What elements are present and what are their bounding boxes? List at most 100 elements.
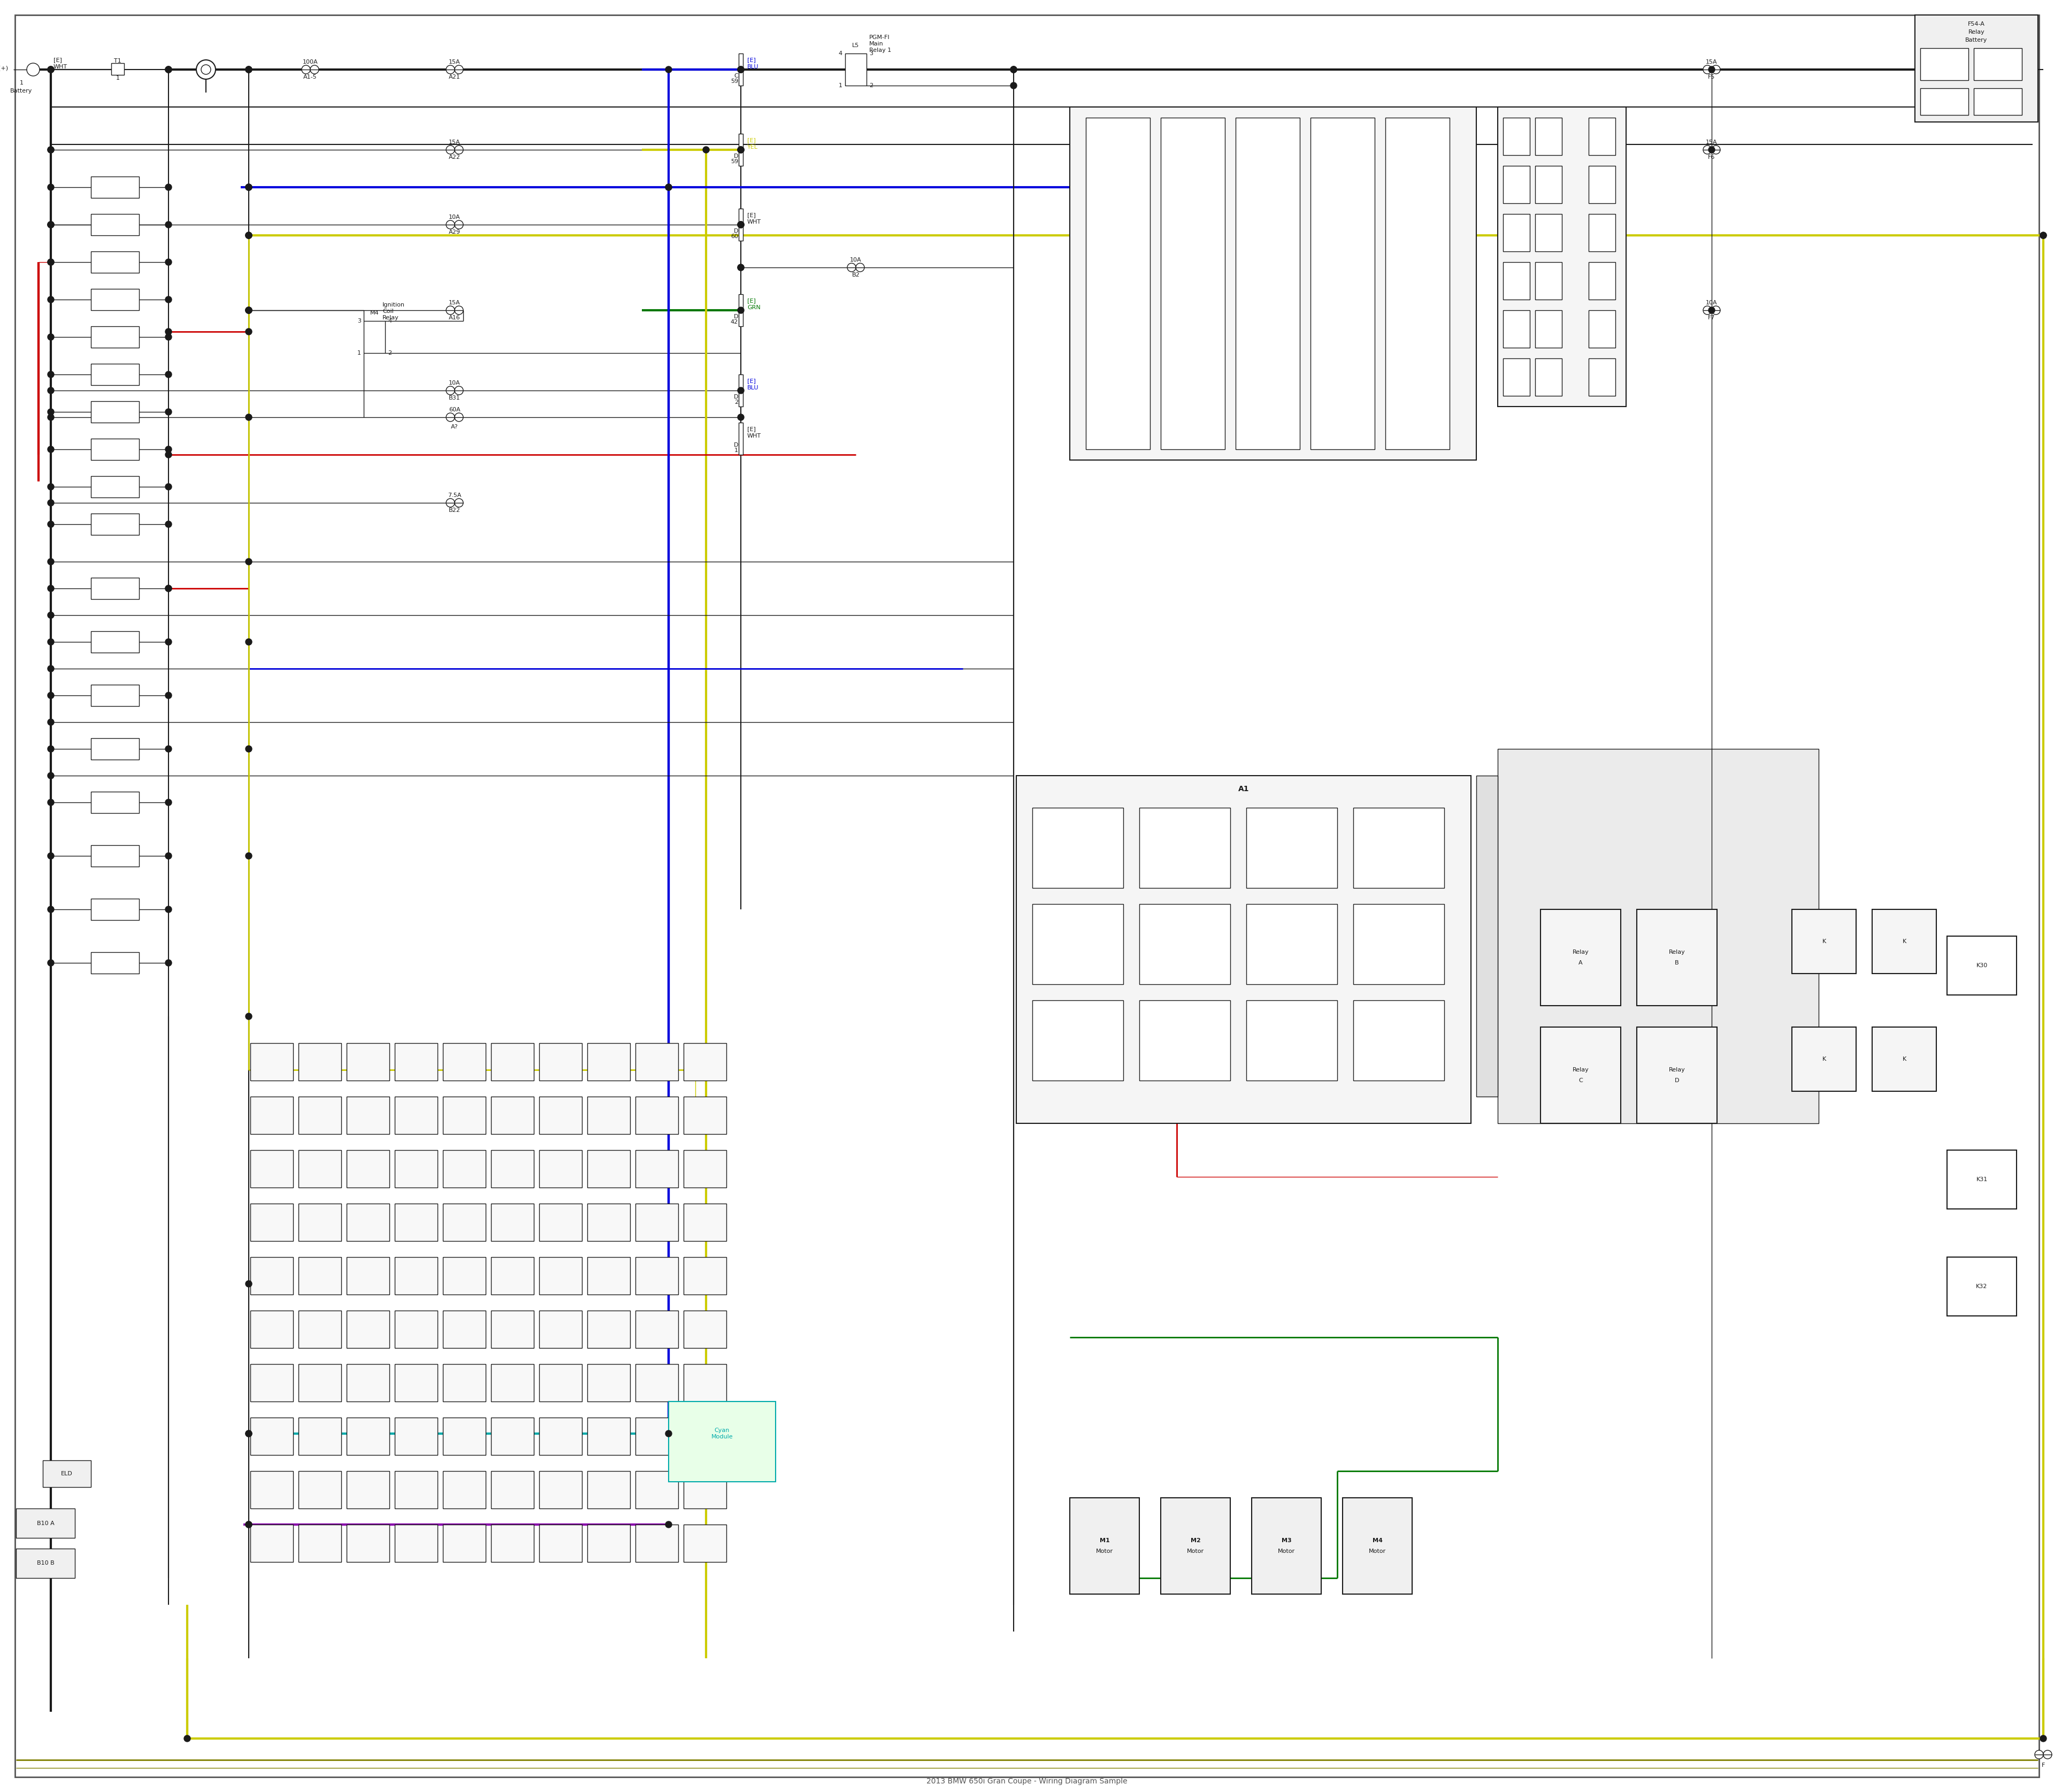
- Text: D: D: [733, 394, 737, 400]
- Bar: [1033, 808, 1124, 889]
- Bar: [1310, 118, 1374, 450]
- Circle shape: [246, 306, 253, 314]
- Circle shape: [47, 222, 53, 228]
- Circle shape: [737, 147, 744, 152]
- Text: C: C: [733, 73, 737, 79]
- Bar: [251, 1471, 294, 1509]
- Bar: [1140, 1000, 1230, 1081]
- Bar: [1504, 167, 1530, 202]
- Bar: [1504, 310, 1530, 348]
- Circle shape: [246, 1012, 253, 1020]
- Text: F: F: [2042, 1763, 2046, 1769]
- Text: ELD: ELD: [62, 1471, 72, 1477]
- Circle shape: [47, 719, 53, 726]
- Bar: [1974, 48, 2021, 81]
- Bar: [684, 1204, 727, 1242]
- Circle shape: [246, 66, 253, 73]
- Bar: [587, 1150, 631, 1188]
- Circle shape: [47, 446, 53, 453]
- Circle shape: [246, 745, 253, 753]
- Text: L5: L5: [852, 43, 859, 48]
- Bar: [1033, 1000, 1124, 1081]
- Circle shape: [737, 387, 744, 394]
- Circle shape: [737, 147, 744, 152]
- Text: BLU: BLU: [748, 385, 758, 391]
- Bar: [491, 1525, 534, 1563]
- Text: 2013 BMW 650i Gran Coupe - Wiring Diagram Sample: 2013 BMW 650i Gran Coupe - Wiring Diagra…: [926, 1778, 1128, 1785]
- Text: [E]: [E]: [748, 138, 756, 143]
- Text: [E]: [E]: [748, 57, 756, 63]
- Text: K31: K31: [1976, 1177, 1988, 1183]
- Circle shape: [665, 185, 672, 190]
- Bar: [739, 294, 744, 326]
- Circle shape: [164, 328, 173, 335]
- Circle shape: [846, 263, 857, 272]
- Text: 42: 42: [731, 319, 737, 324]
- Bar: [90, 177, 140, 197]
- Circle shape: [246, 233, 253, 238]
- Text: GRN: GRN: [748, 305, 760, 310]
- Text: A?: A?: [452, 425, 458, 430]
- Bar: [1504, 358, 1530, 396]
- Circle shape: [857, 263, 865, 272]
- Bar: [16, 1548, 74, 1579]
- Bar: [444, 1204, 485, 1242]
- Text: K: K: [1822, 1057, 1826, 1063]
- Circle shape: [737, 66, 744, 73]
- Circle shape: [1709, 147, 1715, 152]
- Bar: [444, 1097, 485, 1134]
- Text: 7.5A: 7.5A: [448, 493, 462, 498]
- Bar: [491, 1204, 534, 1242]
- Bar: [394, 1310, 438, 1348]
- Circle shape: [47, 638, 53, 645]
- Text: [E]: [E]: [53, 57, 62, 63]
- Bar: [684, 1310, 727, 1348]
- Circle shape: [446, 498, 454, 507]
- Circle shape: [246, 1521, 253, 1529]
- Text: D: D: [1674, 1077, 1680, 1082]
- Circle shape: [737, 147, 744, 152]
- Bar: [1871, 1027, 1937, 1091]
- Circle shape: [1703, 145, 1711, 154]
- Text: Motor: Motor: [1368, 1548, 1386, 1554]
- Bar: [635, 1204, 678, 1242]
- Bar: [538, 1204, 581, 1242]
- Circle shape: [164, 258, 173, 265]
- Text: 1: 1: [838, 82, 842, 88]
- Circle shape: [2044, 1751, 2052, 1758]
- Bar: [1140, 808, 1230, 889]
- Bar: [1070, 108, 1477, 461]
- Circle shape: [47, 772, 53, 780]
- Circle shape: [201, 65, 212, 73]
- Bar: [394, 1364, 438, 1401]
- Circle shape: [446, 65, 454, 73]
- Bar: [298, 1204, 341, 1242]
- Text: Relay: Relay: [1668, 1068, 1684, 1073]
- Bar: [1947, 1150, 2017, 1210]
- Circle shape: [665, 185, 672, 190]
- Bar: [364, 321, 386, 353]
- Text: 2: 2: [869, 82, 873, 88]
- Circle shape: [246, 233, 253, 238]
- Bar: [347, 1525, 390, 1563]
- Bar: [298, 1256, 341, 1294]
- Circle shape: [246, 1281, 253, 1287]
- Circle shape: [164, 586, 173, 591]
- Circle shape: [737, 414, 744, 421]
- Bar: [1871, 909, 1937, 973]
- Text: F5: F5: [1709, 73, 1715, 79]
- Text: F54-A: F54-A: [1968, 22, 1984, 27]
- Circle shape: [454, 65, 464, 73]
- Text: Motor: Motor: [1187, 1548, 1204, 1554]
- Circle shape: [47, 185, 53, 190]
- Bar: [1343, 1498, 1413, 1595]
- Text: 4: 4: [388, 319, 392, 324]
- Circle shape: [164, 446, 173, 453]
- Circle shape: [454, 306, 464, 315]
- Circle shape: [164, 638, 173, 645]
- Text: F7: F7: [1709, 315, 1715, 321]
- Bar: [1637, 1027, 1717, 1124]
- Circle shape: [737, 222, 744, 228]
- Text: D: D: [733, 314, 737, 319]
- Bar: [1534, 167, 1561, 202]
